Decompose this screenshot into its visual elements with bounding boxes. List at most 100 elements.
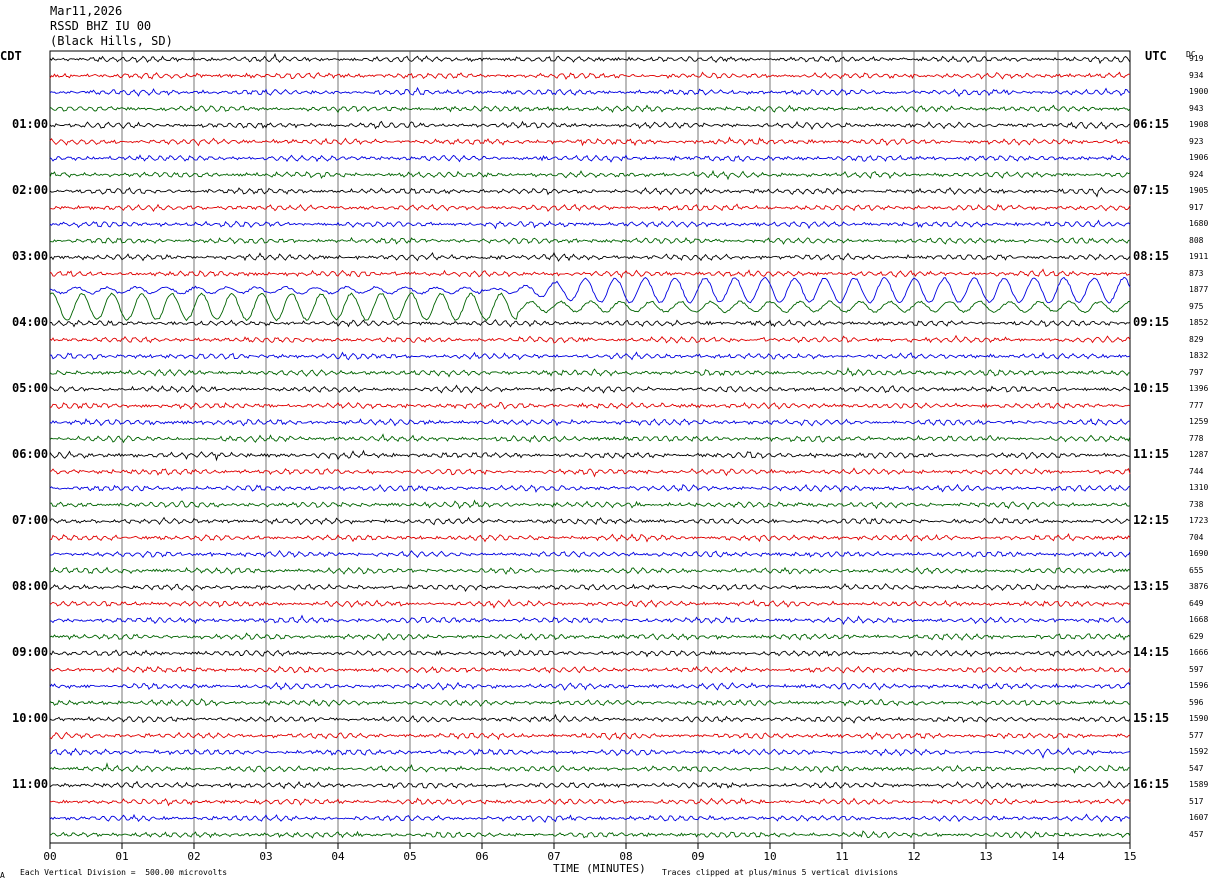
x-tick-label: 04 [331,850,345,863]
dc-value: 1287 [1189,450,1209,460]
trace-row-10 [49,203,1131,213]
right-time-label: 12:15 [1133,513,1170,528]
dc-value: 577 [1189,730,1204,740]
x-tick-label: 14 [1051,850,1065,863]
right-time-label: 14:15 [1133,645,1170,660]
header-date: Mar11,2026 [50,4,123,18]
clip-note: Traces clipped at plus/minus 5 vertical … [662,868,899,877]
trace-row-12 [49,236,1131,245]
x-tick-label: 02 [187,850,200,863]
left-time-label: 05:00 [12,381,49,396]
right-time-label: 11:15 [1133,447,1170,462]
dc-label: DC [1186,50,1196,59]
trace-row-8 [49,169,1131,181]
dc-value: 738 [1189,499,1204,509]
dc-value: 1877 [1189,285,1209,295]
trace-row-1 [49,52,1131,65]
trace-row-15 [49,276,1131,304]
dc-value: 943 [1189,103,1204,113]
dc-value: 1905 [1189,186,1209,196]
trace-row-47 [49,813,1131,824]
x-tick-label: 00 [43,850,56,863]
trace-row-38 [49,665,1131,674]
right-time-label: 16:15 [1133,777,1170,792]
trace-row-14 [49,268,1131,279]
right-time-label: 07:15 [1133,183,1170,198]
header-location: (Black Hills, SD) [50,34,173,48]
trace-row-18 [49,334,1131,344]
right-time-label: 09:15 [1133,315,1170,330]
dc-value: 1592 [1189,747,1209,757]
trace-row-13 [49,251,1131,262]
left-time-label: 08:00 [12,579,49,594]
dc-value: 1680 [1189,219,1209,229]
left-time-label: 02:00 [12,183,49,198]
dc-value: 517 [1189,796,1204,806]
right-time-label: 08:15 [1133,249,1170,264]
dc-value: 1906 [1189,153,1209,163]
trace-row-9 [49,187,1131,198]
trace-row-44 [49,762,1131,774]
left-time-label: 11:00 [12,777,49,792]
dc-value: 1607 [1189,813,1209,823]
trace-row-39 [49,681,1131,691]
trace-row-37 [49,649,1131,658]
dc-value: 1666 [1189,648,1209,658]
dc-value: 829 [1189,334,1204,344]
dc-value: 1852 [1189,318,1209,328]
trace-row-20 [49,367,1131,378]
x-tick-label: 12 [907,850,920,863]
dc-value: 808 [1189,235,1204,245]
trace-row-43 [49,747,1131,759]
dc-value: 975 [1189,301,1204,311]
dc-value: 1900 [1189,87,1209,97]
x-tick-label: 08 [619,850,632,863]
trace-row-35 [49,614,1131,626]
trace-row-5 [49,120,1131,130]
left-time-label: 01:00 [12,117,49,132]
dc-value: 917 [1189,202,1204,212]
dc-value: 629 [1189,631,1204,641]
trace-row-27 [49,483,1131,493]
dc-value: 3876 [1189,582,1209,592]
dc-value: 1590 [1189,714,1209,724]
trace-row-17 [50,319,1131,328]
dc-value: 649 [1189,598,1204,608]
trace-row-21 [49,384,1131,394]
trace-row-34 [49,598,1131,609]
trace-row-30 [50,533,1131,543]
trace-row-26 [49,467,1131,478]
trace-row-45 [49,780,1131,790]
trace-row-36 [49,632,1131,642]
trace-row-31 [49,549,1131,559]
right-axis-title: UTC [1145,49,1167,63]
dc-value: 1596 [1189,681,1209,691]
trace-row-48 [49,830,1131,839]
x-tick-label: 15 [1123,850,1136,863]
dc-value: 873 [1189,268,1204,278]
trace-row-42 [49,731,1131,741]
dc-value: 597 [1189,664,1204,674]
trace-row-33 [49,583,1131,592]
right-time-label: 06:15 [1133,117,1170,132]
left-time-label: 06:00 [12,447,49,462]
x-axis-title: TIME (MINUTES) [553,862,646,875]
left-time-label: 07:00 [12,513,49,528]
dc-value: 777 [1189,400,1204,410]
x-tick-label: 03 [259,850,272,863]
dc-value: 1310 [1189,483,1209,493]
left-time-label: 04:00 [12,315,49,330]
dc-value: 1259 [1189,417,1209,427]
dc-value: 457 [1189,829,1204,839]
trace-row-19 [49,351,1131,361]
trace-row-40 [49,698,1131,707]
dc-value: 704 [1189,532,1204,542]
dc-value: 923 [1189,136,1204,146]
dc-value: 744 [1189,466,1204,476]
trace-row-22 [49,401,1131,410]
trace-row-25 [49,449,1131,462]
trace-row-11 [49,219,1131,230]
trace-row-46 [49,797,1131,807]
plot-frame [49,50,1131,844]
